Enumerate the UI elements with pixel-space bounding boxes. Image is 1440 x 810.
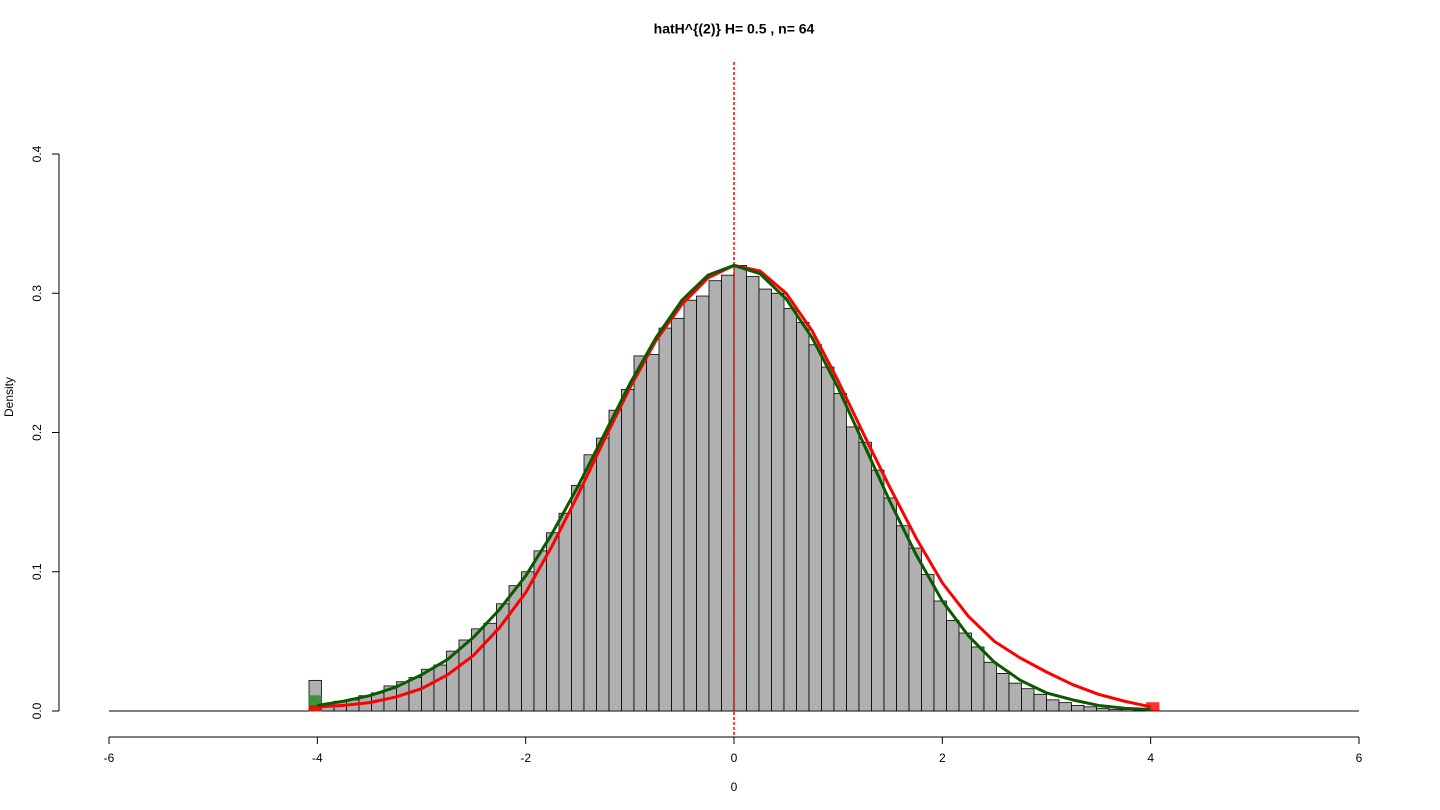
histogram-bar	[633, 355, 647, 712]
histogram-bar	[821, 366, 835, 712]
histogram-bar	[658, 327, 672, 712]
chart-title: hatH^{(2)} H= 0.5 , n= 64	[654, 21, 815, 37]
histogram-bar	[758, 288, 772, 712]
histogram-bar	[696, 295, 710, 712]
histogram-bar	[1033, 693, 1047, 712]
histogram-bar	[683, 299, 697, 712]
x-tick-label: -2	[520, 751, 531, 765]
histogram-bar	[1083, 706, 1097, 712]
histogram-bar	[558, 512, 572, 712]
histogram-bar	[971, 646, 985, 712]
histogram-bar	[458, 639, 472, 712]
histogram-bar	[546, 532, 560, 712]
histogram-bar	[783, 308, 797, 712]
x-tick-label: -4	[312, 751, 323, 765]
histogram-bar	[858, 441, 872, 712]
histogram-bar	[608, 409, 622, 712]
histogram-bar	[583, 454, 597, 712]
histogram-bar	[708, 280, 722, 712]
histogram-bar	[1008, 682, 1022, 712]
histogram-bar	[1021, 688, 1035, 712]
x-tick-label: 2	[939, 751, 946, 765]
y-tick-label: 0.0	[30, 702, 44, 719]
histogram-bar	[908, 547, 922, 712]
density-curve	[317, 263, 1151, 712]
tail-bar	[308, 705, 322, 712]
x-tick-label: -6	[104, 751, 115, 765]
histogram-bar	[946, 620, 960, 712]
histogram-bar	[1058, 702, 1072, 712]
histogram-bar	[721, 274, 735, 712]
histogram-bar	[621, 388, 635, 712]
histogram-bar	[958, 632, 972, 712]
histogram-bar	[771, 292, 785, 712]
x-tick-label: 0	[731, 751, 738, 765]
histogram-bar	[983, 661, 997, 712]
histogram-bar	[846, 426, 860, 712]
y-axis-label: Density	[2, 377, 16, 417]
histogram-bar	[646, 354, 660, 712]
histogram-bar	[921, 574, 935, 712]
histogram-bar	[733, 264, 747, 712]
histogram-bar	[671, 317, 685, 712]
histogram-bar	[933, 600, 947, 712]
histogram-bar	[421, 668, 435, 712]
histogram-bar	[833, 393, 847, 712]
x-axis-label: 0	[731, 780, 738, 794]
histogram-bar	[521, 571, 535, 712]
histogram-bar	[896, 525, 910, 712]
histogram-bar	[1071, 705, 1085, 712]
histogram-bar	[571, 485, 585, 712]
y-tick-label: 0.3	[30, 285, 44, 302]
x-tick-label: 4	[1147, 751, 1154, 765]
x-tick-label: 6	[1356, 751, 1363, 765]
histogram-bar	[883, 497, 897, 712]
histogram-bar	[471, 628, 485, 712]
histogram-bar	[596, 437, 610, 712]
histogram-bar	[1046, 699, 1060, 712]
y-tick-label: 0.1	[30, 563, 44, 580]
histogram-bar	[796, 322, 810, 712]
histogram-bar	[1096, 707, 1110, 712]
histogram-bar	[746, 276, 760, 712]
histogram-bar	[871, 469, 885, 712]
histogram-bar	[996, 673, 1010, 712]
y-tick-label: 0.2	[30, 424, 44, 441]
histogram-bar	[1108, 709, 1122, 712]
histogram-bar	[808, 344, 822, 712]
histogram-bar	[433, 664, 447, 712]
histogram-bar	[408, 677, 422, 712]
y-tick-label: 0.4	[30, 145, 44, 162]
